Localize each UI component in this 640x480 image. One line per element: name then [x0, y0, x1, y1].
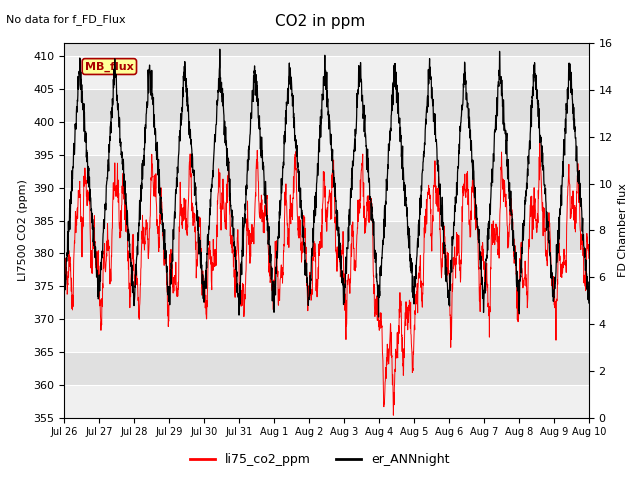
Y-axis label: FD Chamber flux: FD Chamber flux [618, 183, 628, 277]
Text: CO2 in ppm: CO2 in ppm [275, 14, 365, 29]
Y-axis label: LI7500 CO2 (ppm): LI7500 CO2 (ppm) [17, 180, 28, 281]
Text: No data for f_FD_Flux: No data for f_FD_Flux [6, 14, 126, 25]
Legend: li75_co2_ppm, er_ANNnight: li75_co2_ppm, er_ANNnight [186, 448, 454, 471]
Text: MB_flux: MB_flux [85, 61, 134, 72]
Bar [64, 122, 589, 155]
Bar [64, 188, 589, 220]
Bar [64, 56, 589, 89]
Bar [64, 385, 589, 418]
Bar [64, 253, 589, 286]
Bar [64, 319, 589, 352]
